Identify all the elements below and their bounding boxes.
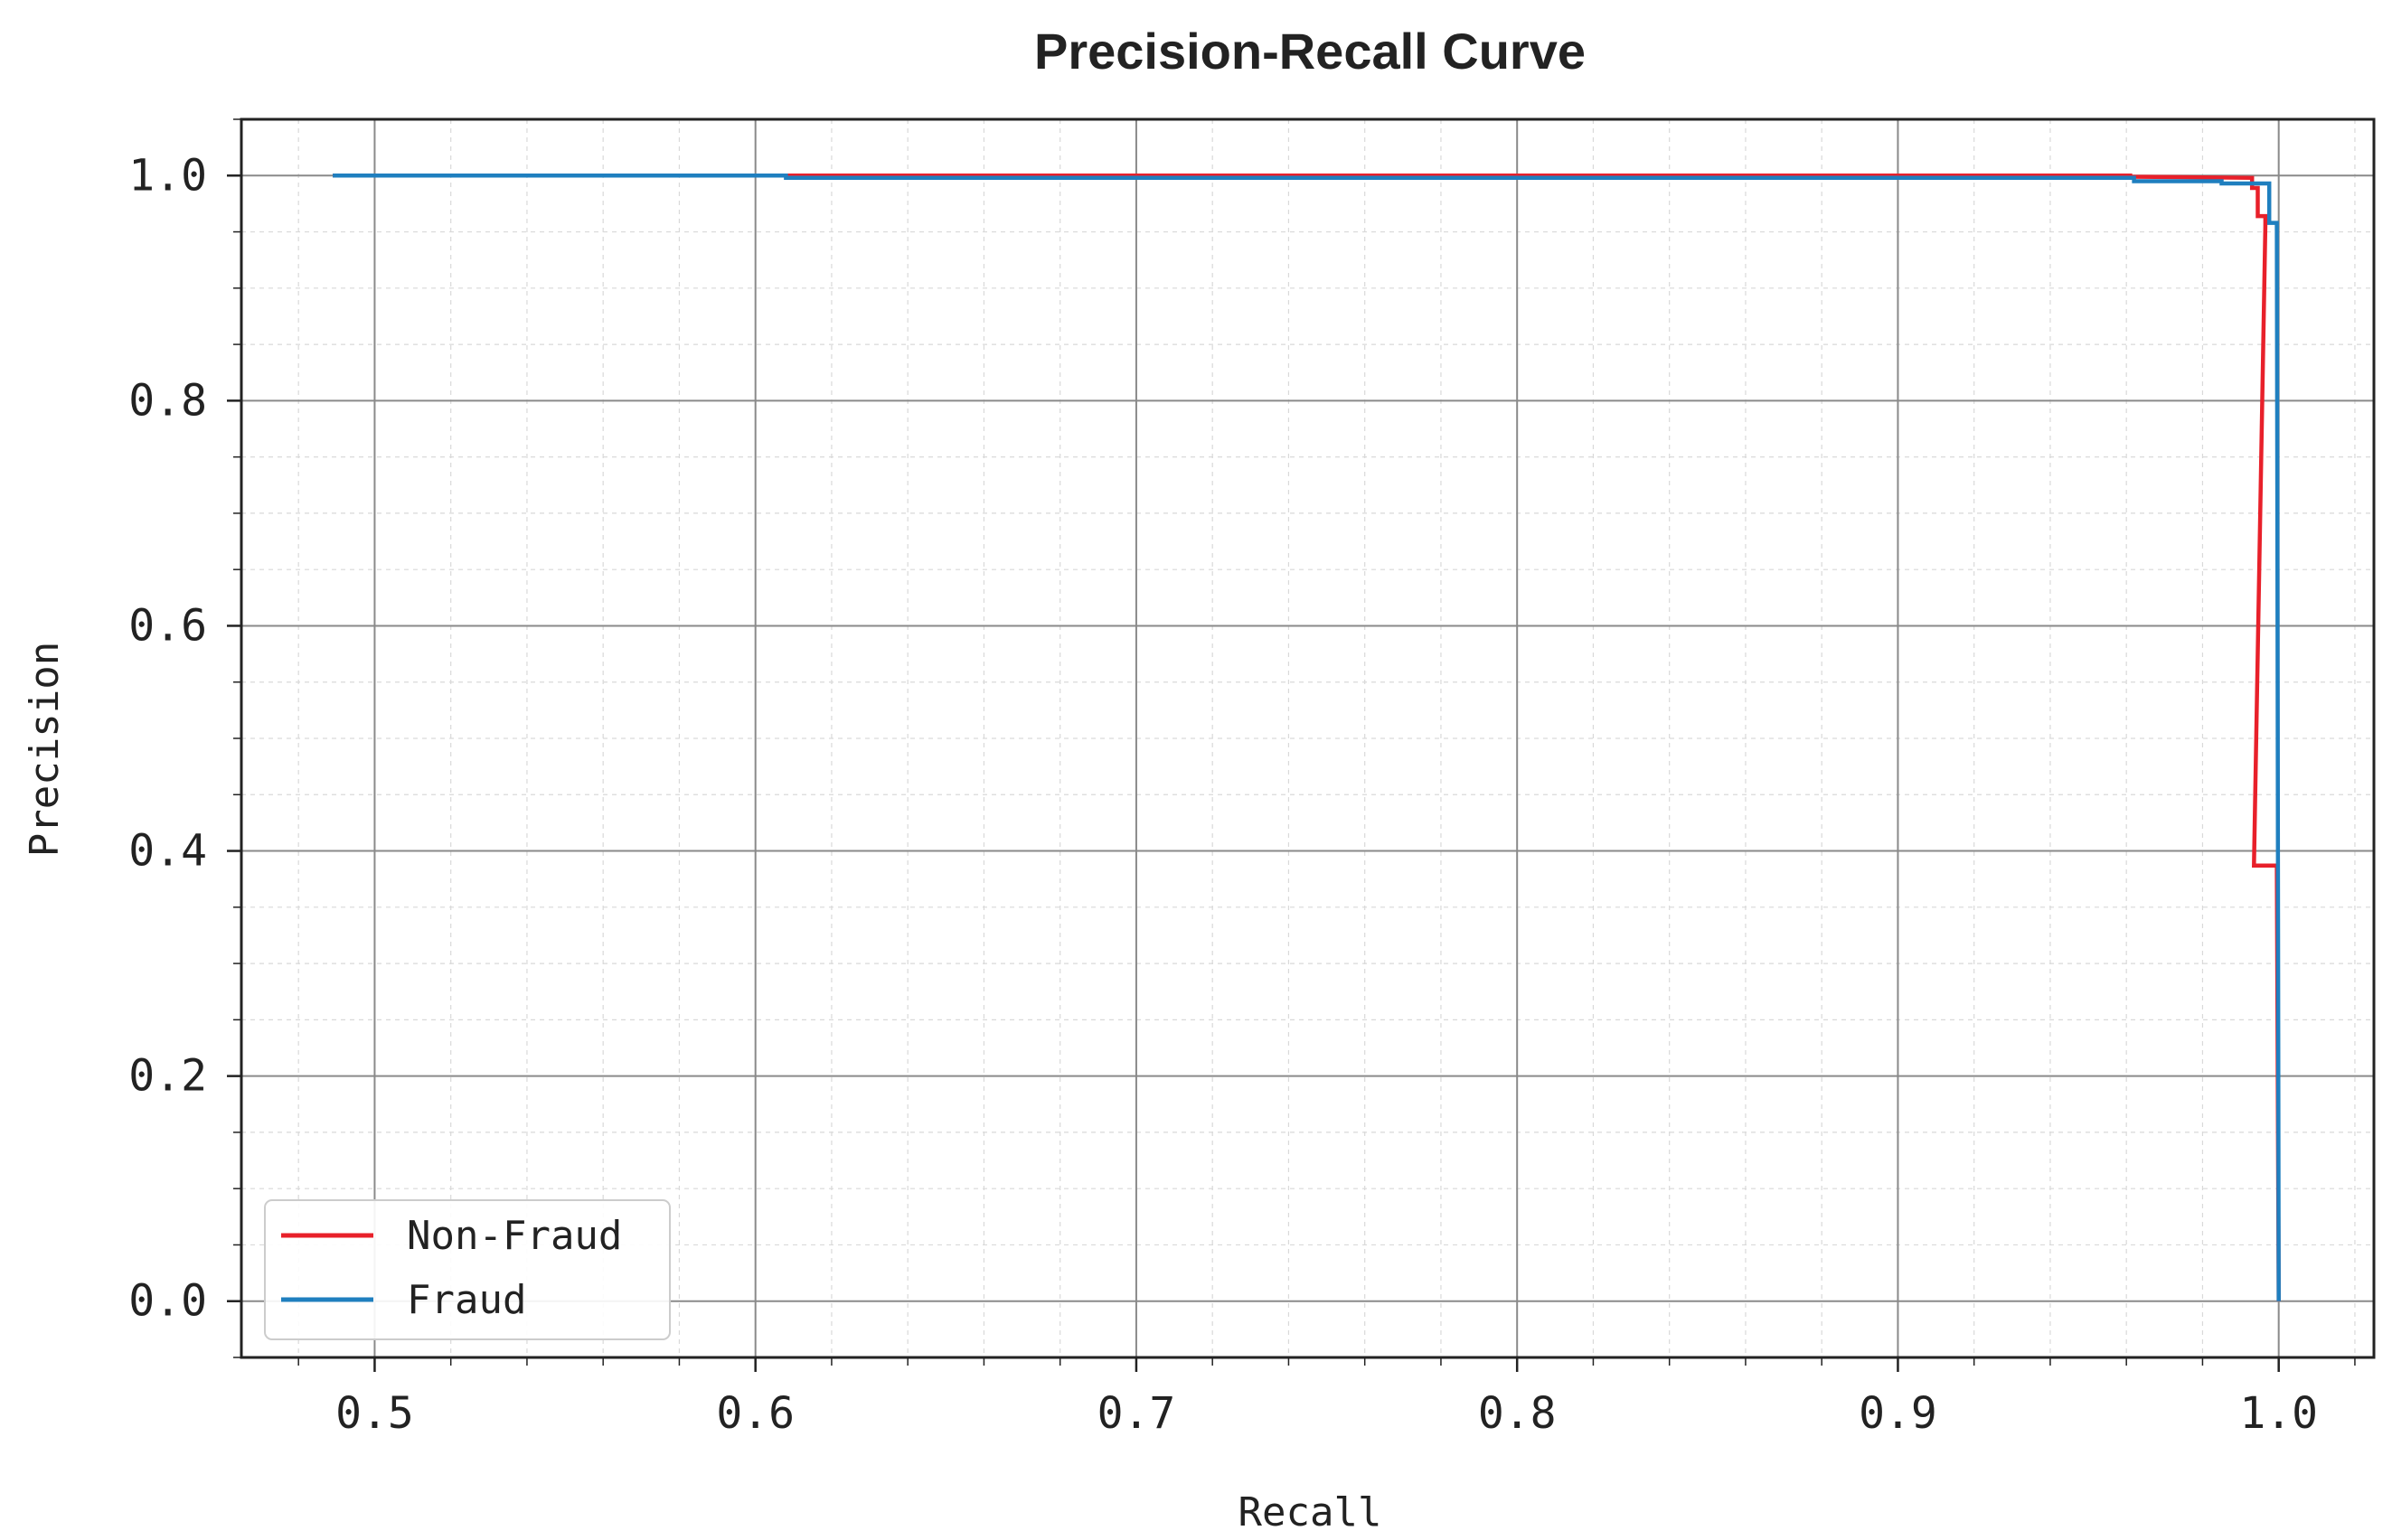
y-tick-label: 0.2 <box>128 1051 207 1102</box>
y-tick-label: 0.8 <box>128 375 207 426</box>
x-tick-label: 0.7 <box>1097 1388 1176 1439</box>
x-tick-labels: 0.5 0.6 0.7 0.8 0.9 1.0 <box>335 1388 2318 1439</box>
chart-title: Precision-Recall Curve <box>1034 23 1586 80</box>
y-axis-label: Precision <box>22 642 68 857</box>
x-tick-label: 0.6 <box>716 1388 795 1439</box>
series-layer <box>333 174 2281 1301</box>
axis-ticks <box>227 118 2356 1372</box>
y-tick-label: 0.0 <box>128 1276 207 1327</box>
y-tick-label: 0.6 <box>128 600 207 651</box>
legend-label-fraud: Fraud <box>407 1277 526 1323</box>
x-tick-label: 0.8 <box>1478 1388 1557 1439</box>
x-axis-label: Recall <box>1238 1489 1382 1535</box>
x-tick-label: 1.0 <box>2239 1388 2318 1439</box>
y-tick-label: 0.4 <box>128 826 207 877</box>
series-line-fraud <box>333 174 2281 1301</box>
y-tick-label: 1.0 <box>128 150 207 201</box>
legend: Non-Fraud Fraud <box>264 1199 671 1340</box>
y-tick-labels: 0.0 0.2 0.4 0.6 0.8 1.0 <box>128 150 207 1326</box>
x-tick-label: 0.5 <box>335 1388 414 1439</box>
minor-gridlines <box>241 118 2374 1358</box>
x-tick-label: 0.9 <box>1859 1388 1937 1439</box>
legend-label-non-fraud: Non-Fraud <box>407 1213 622 1259</box>
